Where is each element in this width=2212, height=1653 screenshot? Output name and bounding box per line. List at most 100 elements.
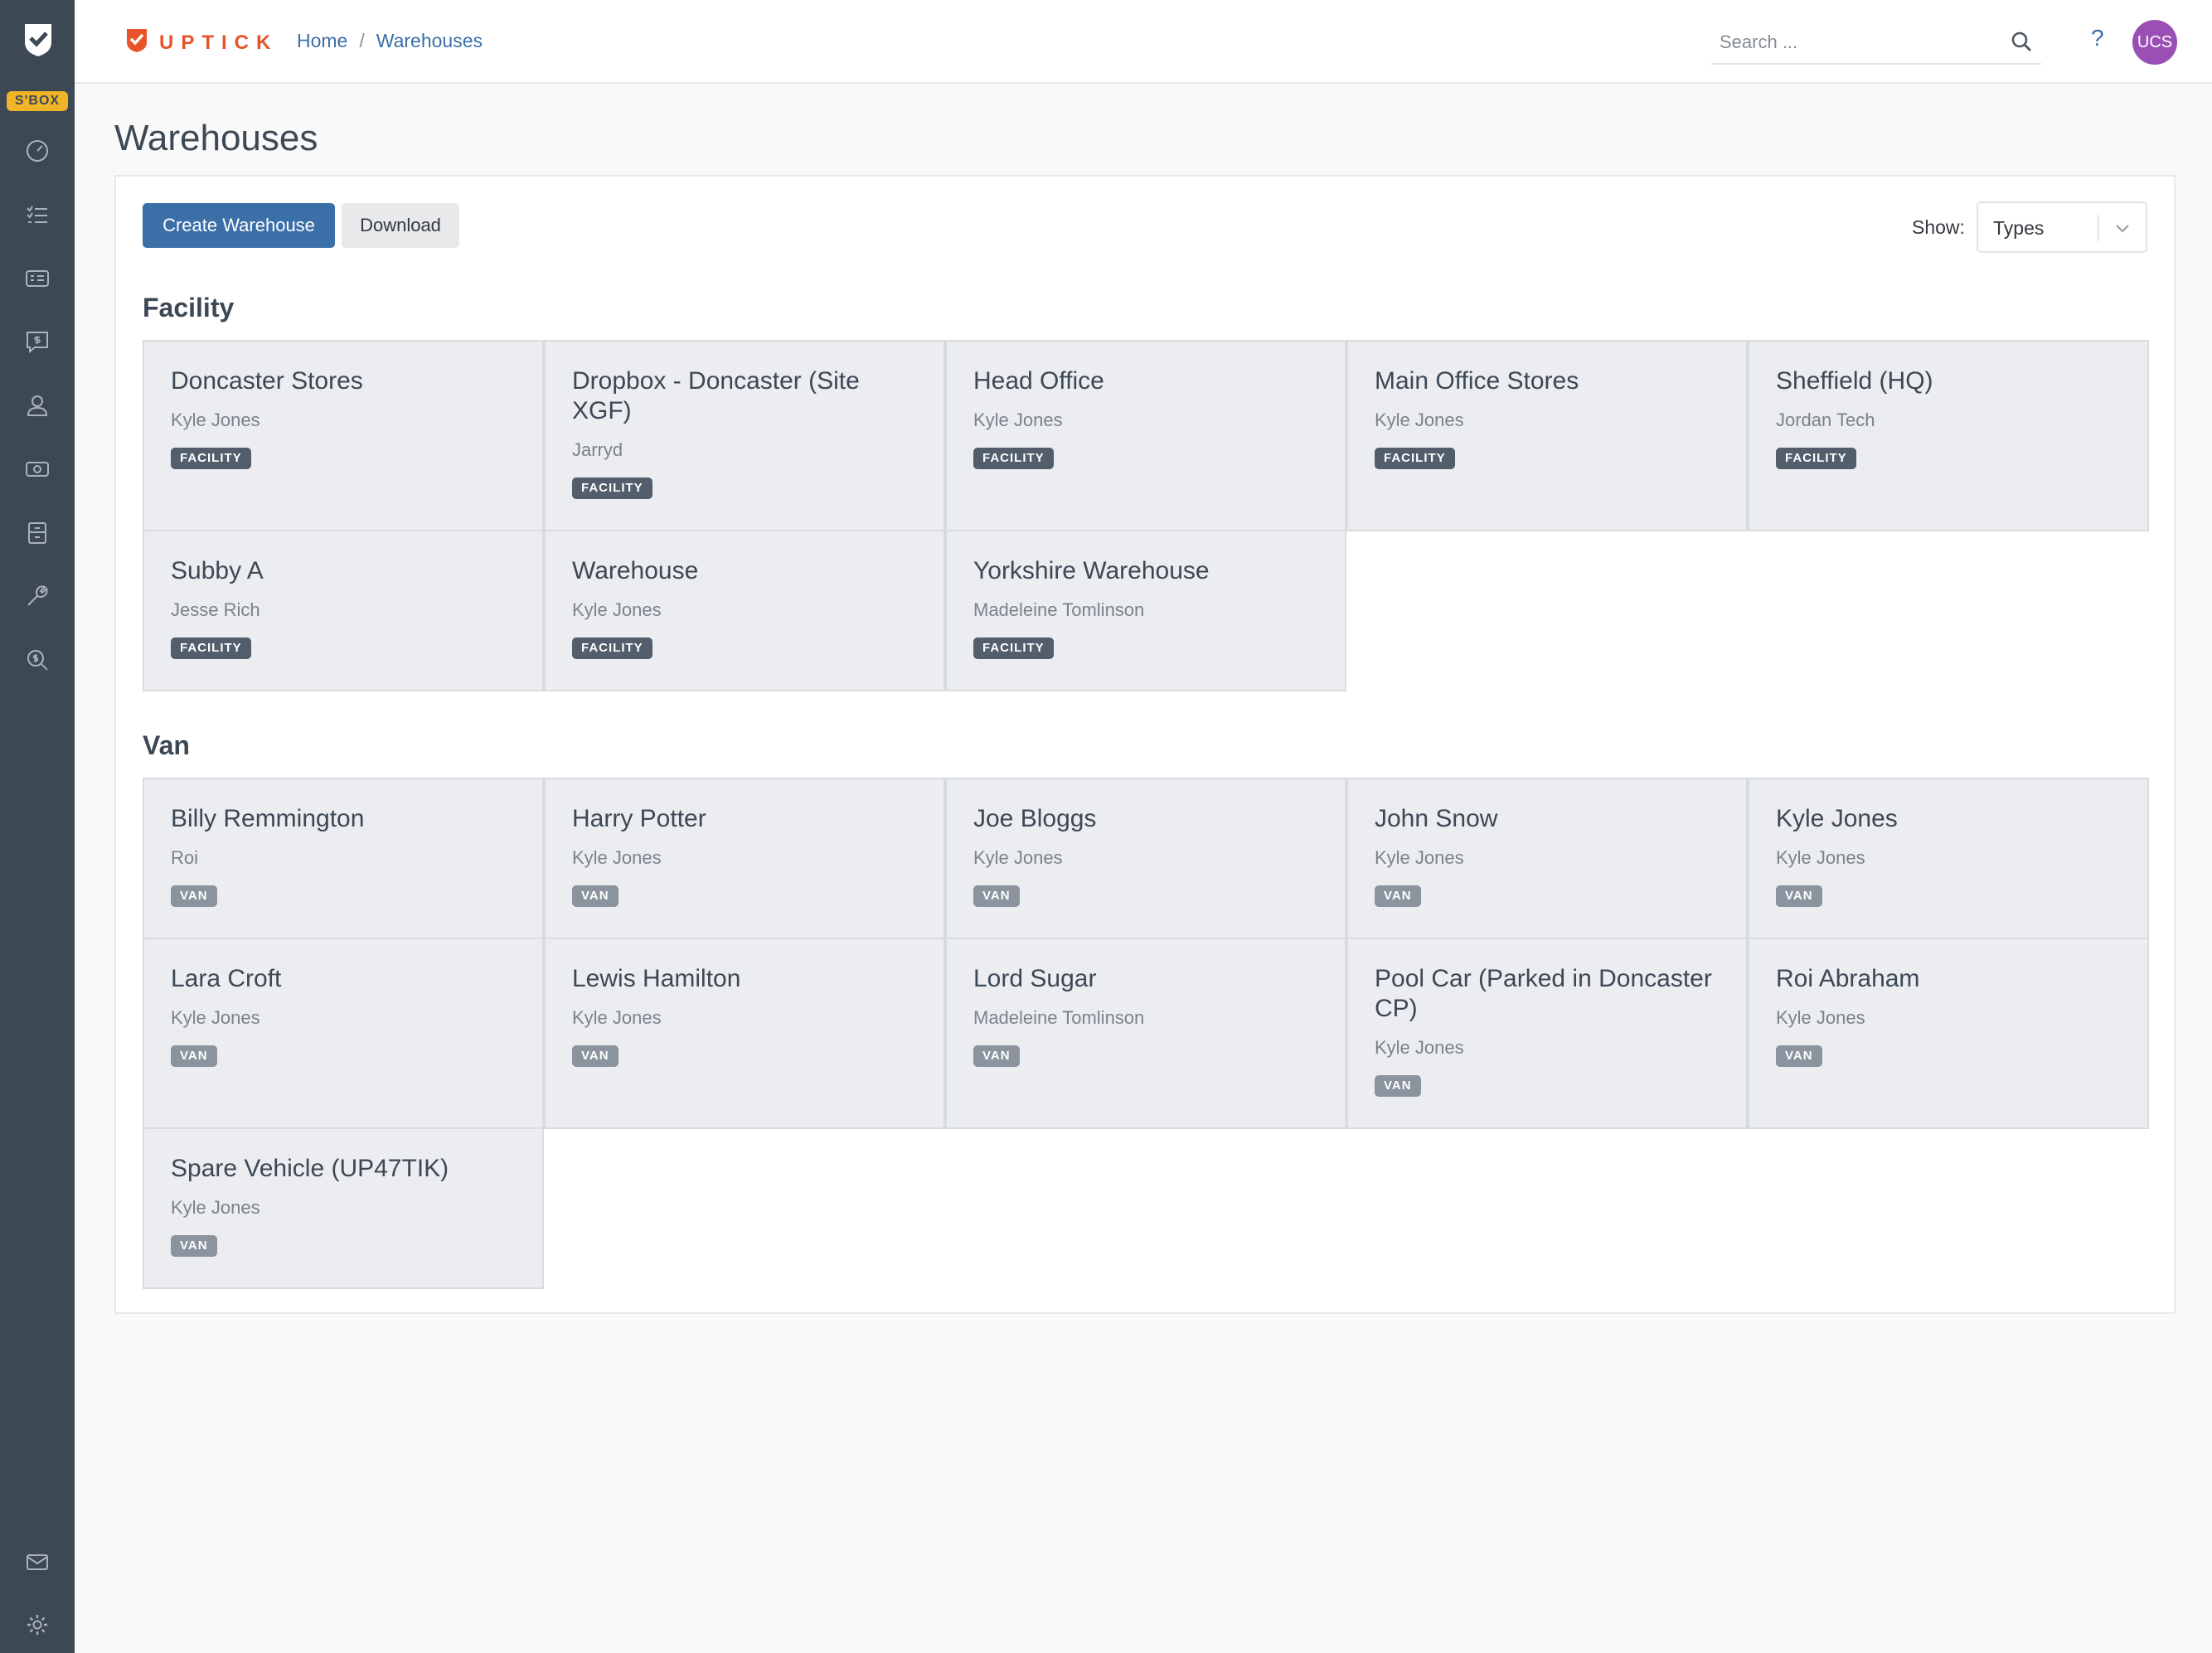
warehouse-owner: Madeleine Tomlinson — [973, 1007, 1145, 1028]
breadcrumb-home-link[interactable]: Home — [297, 30, 348, 51]
warehouse-name[interactable]: Sheffield (HQ) — [1776, 367, 1933, 395]
wrench-icon[interactable] — [22, 581, 52, 611]
warehouse-owner: Kyle Jones — [973, 847, 1063, 868]
type-badge: VAN — [973, 885, 1020, 907]
warehouses-panel: Create Warehouse Download Show: Types Fa… — [114, 175, 2176, 1314]
chevron-down-icon[interactable] — [2111, 216, 2134, 240]
warehouse-owner: Roi — [171, 847, 199, 868]
type-badge: VAN — [973, 1045, 1020, 1067]
warehouse-name[interactable]: Lara Croft — [171, 965, 282, 992]
warehouse-name[interactable]: Pool Car (Parked in Doncaster CP) — [1375, 965, 1712, 1022]
download-button[interactable]: Download — [342, 203, 459, 248]
warehouse-card[interactable]: Kyle Jones Kyle Jones VAN — [1748, 778, 2149, 939]
breadcrumb-separator: / — [359, 30, 365, 51]
warehouse-owner: Kyle Jones — [171, 410, 260, 430]
warehouse-owner: Kyle Jones — [1375, 1037, 1464, 1058]
warehouse-owner: Kyle Jones — [171, 1197, 260, 1218]
warehouse-name[interactable]: Subby A — [171, 557, 264, 584]
create-warehouse-button[interactable]: Create Warehouse — [143, 203, 335, 248]
warehouse-name[interactable]: Main Office Stores — [1375, 367, 1579, 395]
warehouse-card[interactable]: Spare Vehicle (UP47TIK) Kyle Jones VAN — [143, 1127, 544, 1289]
warehouse-name[interactable]: Billy Remmington — [171, 805, 365, 832]
storage-icon[interactable] — [22, 518, 52, 548]
warehouse-card[interactable]: Head Office Kyle Jones FACILITY — [945, 340, 1346, 531]
warehouse-owner: Kyle Jones — [572, 1007, 662, 1028]
type-badge: VAN — [171, 1045, 217, 1067]
warehouse-name[interactable]: John Snow — [1375, 805, 1498, 832]
types-select-value: Types — [1993, 217, 2045, 239]
breadcrumb-current[interactable]: Warehouses — [376, 30, 483, 51]
warehouse-card[interactable]: Main Office Stores Kyle Jones FACILITY — [1346, 340, 1748, 531]
brand-name: UPTICK — [159, 31, 279, 54]
uptick-logo-icon — [126, 28, 148, 57]
warehouse-owner: Jordan Tech — [1776, 410, 1875, 430]
warehouse-card[interactable]: Subby A Jesse Rich FACILITY — [143, 530, 544, 691]
warehouse-name[interactable]: Dropbox - Doncaster (Site XGF) — [572, 367, 860, 424]
warehouse-card[interactable]: Lewis Hamilton Kyle Jones VAN — [544, 938, 945, 1129]
type-badge: VAN — [1375, 1075, 1421, 1097]
user-icon[interactable] — [22, 390, 52, 420]
sandbox-badge: S'BOX — [7, 91, 68, 111]
warehouse-owner: Kyle Jones — [1375, 410, 1464, 430]
warehouse-card[interactable]: Dropbox - Doncaster (Site XGF) Jarryd FACI… — [544, 340, 945, 531]
mail-icon[interactable] — [22, 1547, 52, 1577]
search-icon[interactable] — [2010, 30, 2036, 56]
search-money-icon[interactable] — [22, 645, 52, 675]
group-title-facility: Facility — [143, 293, 235, 322]
warehouse-owner: Kyle Jones — [572, 847, 662, 868]
warehouse-name[interactable]: Roi Abraham — [1776, 965, 1920, 992]
warehouse-owner: Kyle Jones — [1776, 1007, 1865, 1028]
warehouse-owner: Kyle Jones — [572, 599, 662, 620]
warehouse-card[interactable]: Lord Sugar Madeleine Tomlinson VAN — [945, 938, 1346, 1129]
warehouse-card[interactable]: Roi Abraham Kyle Jones VAN — [1748, 938, 2149, 1129]
warehouse-card[interactable]: Warehouse Kyle Jones FACILITY — [544, 530, 945, 691]
brand-logo[interactable]: UPTICK — [126, 28, 278, 57]
help-icon[interactable]: ? — [2091, 25, 2104, 51]
search-box — [1711, 22, 2041, 65]
warehouse-card[interactable]: Pool Car (Parked in Doncaster CP) Kyle Jo… — [1346, 938, 1748, 1129]
type-badge: VAN — [1776, 885, 1822, 907]
warehouse-card[interactable]: Yorkshire Warehouse Madeleine Tomlinson FA… — [945, 530, 1346, 691]
warehouse-name[interactable]: Lord Sugar — [973, 965, 1097, 992]
warehouse-owner: Kyle Jones — [973, 410, 1063, 430]
type-badge: VAN — [1375, 885, 1421, 907]
type-badge: VAN — [171, 1235, 217, 1257]
settings-icon[interactable] — [22, 1610, 52, 1640]
tasks-icon[interactable] — [22, 200, 52, 230]
warehouse-owner: Jesse Rich — [171, 599, 260, 620]
warehouse-name[interactable]: Doncaster Stores — [171, 367, 363, 395]
warehouse-card[interactable]: Joe Bloggs Kyle Jones VAN — [945, 778, 1346, 939]
warehouse-card[interactable]: Billy Remmington Roi VAN — [143, 778, 544, 939]
warehouse-name[interactable]: Kyle Jones — [1776, 805, 1898, 832]
warehouse-name[interactable]: Head Office — [973, 367, 1104, 395]
type-badge: FACILITY — [973, 637, 1054, 659]
warehouse-name[interactable]: Harry Potter — [572, 805, 706, 832]
warehouse-card[interactable]: Lara Croft Kyle Jones VAN — [143, 938, 544, 1129]
warehouse-owner: Kyle Jones — [1375, 847, 1464, 868]
quotes-icon[interactable] — [22, 327, 52, 356]
warehouse-owner: Madeleine Tomlinson — [973, 599, 1145, 620]
search-input[interactable] — [1720, 28, 2001, 56]
warehouse-card[interactable]: Harry Potter Kyle Jones VAN — [544, 778, 945, 939]
warehouse-name[interactable]: Lewis Hamilton — [572, 965, 741, 992]
contacts-icon[interactable] — [22, 264, 52, 293]
type-badge: FACILITY — [572, 477, 652, 499]
warehouse-owner: Kyle Jones — [1776, 847, 1865, 868]
sidebar: S'BOX — [0, 0, 75, 1653]
dashboard-icon[interactable] — [22, 136, 52, 166]
types-select[interactable]: Types — [1977, 201, 2147, 253]
select-divider — [2098, 215, 2099, 241]
user-avatar[interactable]: UCS — [2132, 20, 2177, 65]
warehouse-card[interactable]: Doncaster Stores Kyle Jones FACILITY — [143, 340, 544, 531]
type-badge: VAN — [171, 885, 217, 907]
warehouse-name[interactable]: Spare Vehicle (UP47TIK) — [171, 1155, 449, 1182]
billing-icon[interactable] — [22, 454, 52, 484]
warehouse-card[interactable]: Sheffield (HQ) Jordan Tech FACILITY — [1748, 340, 2149, 531]
app-logo-icon[interactable] — [21, 20, 56, 60]
warehouse-name[interactable]: Yorkshire Warehouse — [973, 557, 1210, 584]
top-header: UPTICK Home / Warehouses ? UCS — [75, 0, 2212, 84]
warehouse-card[interactable]: John Snow Kyle Jones VAN — [1346, 778, 1748, 939]
warehouse-name[interactable]: Joe Bloggs — [973, 805, 1097, 832]
warehouse-name[interactable]: Warehouse — [572, 557, 699, 584]
type-badge: FACILITY — [572, 637, 652, 659]
